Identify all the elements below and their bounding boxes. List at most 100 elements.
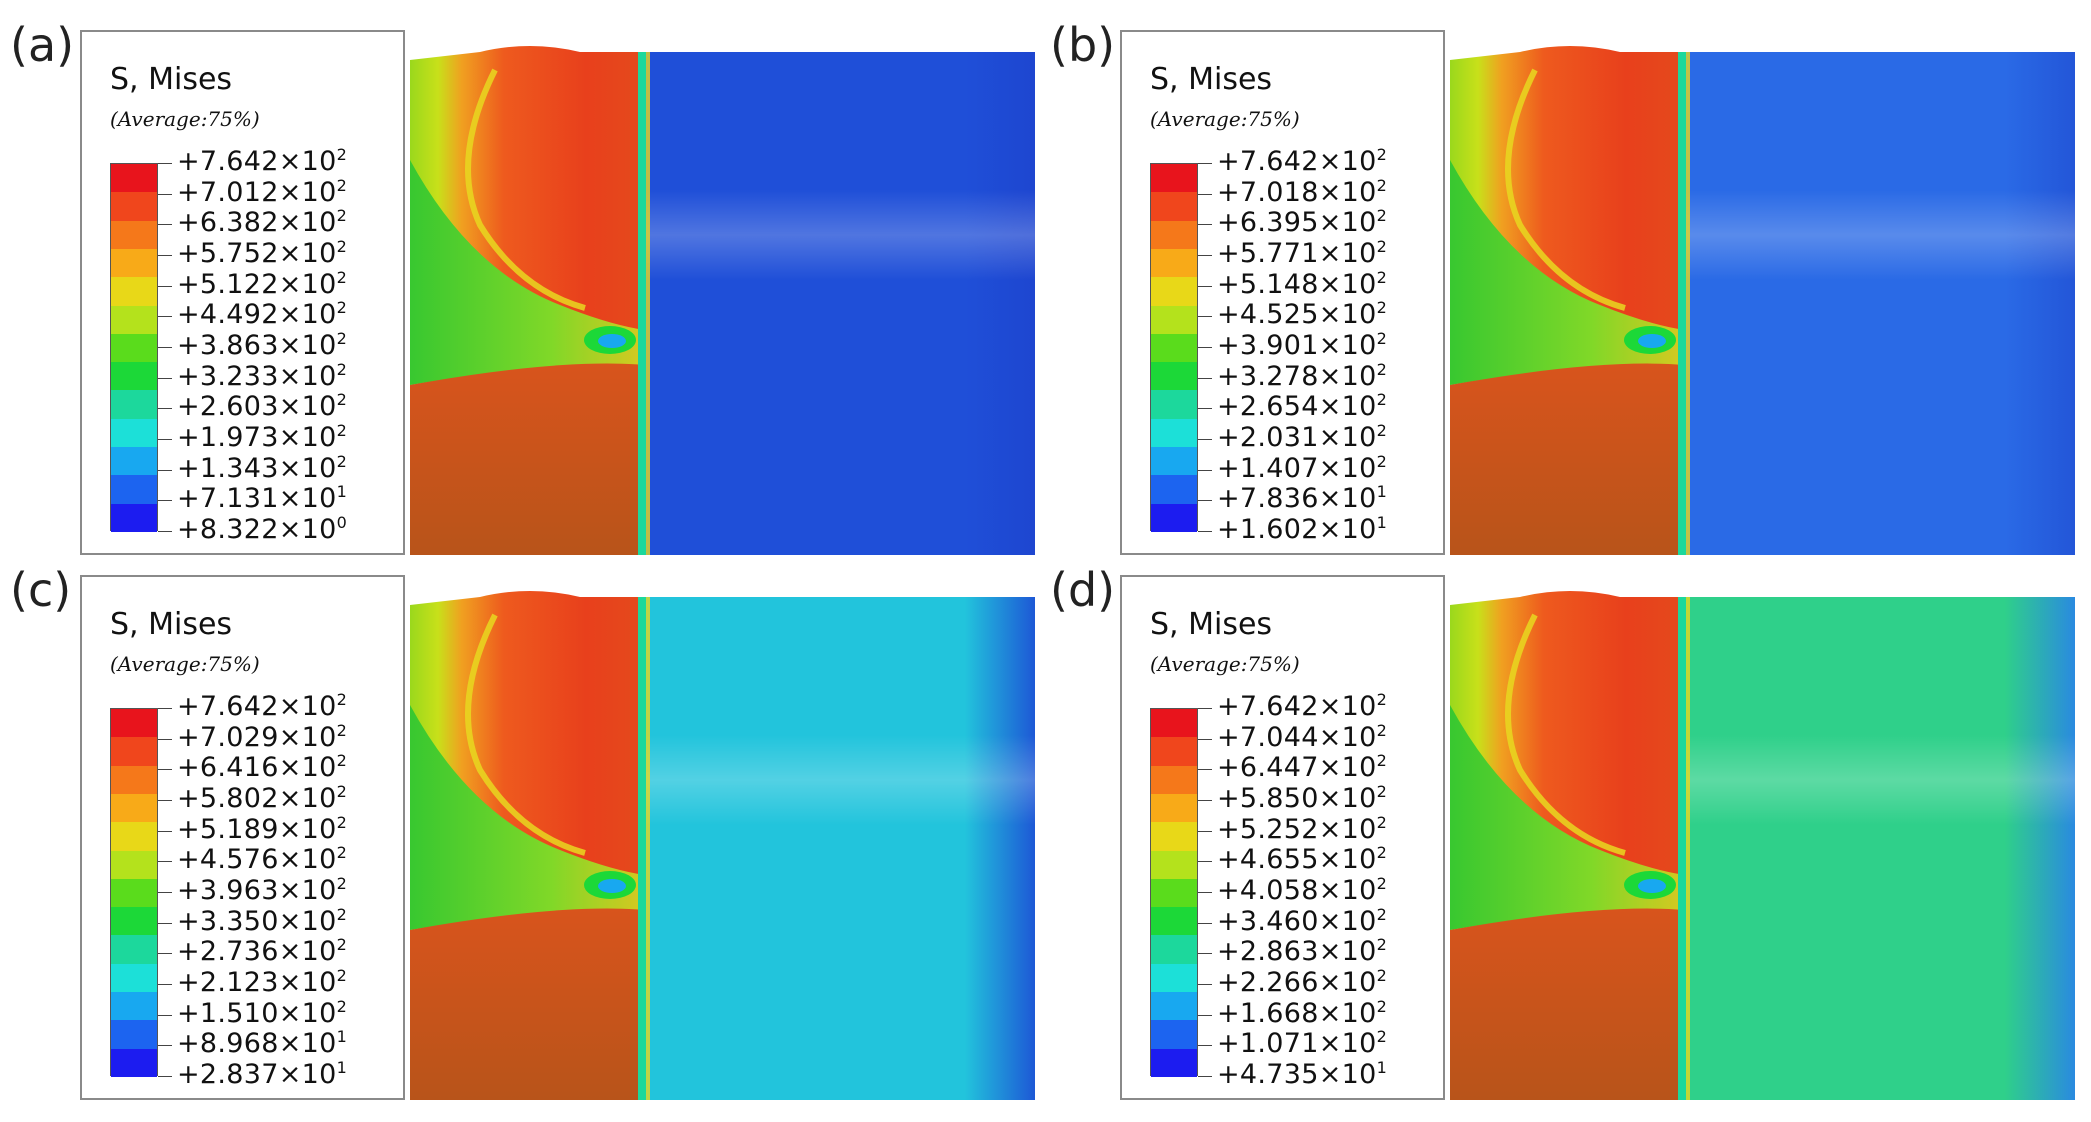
panel-c: (c) S, Mises (Average:75%) +7.642×102 +7.…: [0, 545, 1040, 1105]
legend-value: +6.382×102: [177, 206, 348, 239]
legend-tick: [1198, 738, 1212, 740]
legend-value: +7.012×102: [177, 175, 348, 208]
colorbar-band: [1151, 709, 1197, 738]
legend-tick: [158, 708, 172, 709]
legend-tick: [158, 922, 172, 924]
legend-tick: [1198, 439, 1212, 440]
colorbar-band: [1151, 333, 1197, 363]
legend-tick: [158, 377, 172, 379]
legend-tick: [158, 953, 172, 955]
colorbar: [110, 708, 158, 1078]
legend-tick: [158, 830, 172, 832]
legend-value: +7.131×101: [177, 482, 348, 515]
interface-edge: [1686, 597, 1690, 1100]
legend: S, Mises (Average:75%) +7.642×102 +7.018×…: [1120, 30, 1445, 555]
colorbar-band: [111, 1020, 157, 1050]
legend-value: +5.122×102: [177, 267, 348, 300]
legend-value: +3.460×102: [1217, 904, 1388, 937]
legend-tick: [1198, 316, 1212, 318]
legend-tick: [1198, 500, 1212, 502]
legend-tick: [158, 1076, 172, 1077]
legend-value: +2.736×102: [177, 935, 348, 968]
stress-contour-plot: [1450, 591, 2075, 1100]
legend-value: +4.655×102: [1217, 843, 1388, 876]
legend-value: +2.603×102: [177, 390, 348, 423]
legend-title: S, Mises: [1150, 62, 1273, 97]
legend-value: +2.837×101: [177, 1058, 348, 1090]
colorbar-band: [111, 963, 157, 993]
panel-label: (c): [10, 563, 72, 617]
legend-title: S, Mises: [110, 607, 233, 642]
highlight-band: [1685, 735, 2075, 825]
base-region: [1450, 363, 1685, 555]
colorbar-band: [1151, 992, 1197, 1021]
legend-value: +5.850×102: [1217, 782, 1388, 814]
legend-value: +7.642×102: [177, 145, 348, 177]
notch-core: [1638, 334, 1666, 348]
colorbar-band: [111, 277, 157, 307]
legend-value: +4.492×102: [177, 298, 348, 331]
notch-core: [598, 334, 626, 348]
colorbar-band: [111, 248, 157, 278]
colorbar-band: [1151, 1020, 1197, 1050]
colorbar-band: [1151, 963, 1197, 993]
highlight-band: [645, 190, 1035, 280]
legend-tick: [158, 1014, 172, 1016]
colorbar-band: [111, 935, 157, 965]
panel-label: (a): [10, 18, 75, 72]
legend-tick: [158, 163, 172, 164]
legend-tick: [158, 255, 172, 256]
legend-tick: [1198, 1045, 1212, 1047]
colorbar-band: [1151, 935, 1197, 965]
legend-tick: [1198, 531, 1212, 532]
legend-tick: [158, 439, 172, 440]
colorbar-band: [111, 822, 157, 852]
legend-value: +3.963×102: [177, 874, 348, 906]
legend-tick: [1198, 255, 1212, 256]
legend-tick: [1198, 408, 1212, 410]
colorbar: [110, 163, 158, 533]
legend-tick: [158, 193, 172, 195]
colorbar-band: [111, 362, 157, 391]
panel-a: (a) S, Mises (Average:75%) +7.642×102 +7.…: [0, 0, 1040, 560]
legend-value: +2.123×102: [177, 966, 348, 998]
legend-value: +3.901×102: [1217, 329, 1388, 361]
legend-value: +1.407×102: [1217, 451, 1388, 484]
legend-tick: [158, 769, 172, 771]
colorbar-band: [1151, 164, 1197, 193]
colorbar-band: [1151, 793, 1197, 823]
interface-line: [1678, 52, 1686, 555]
base-region: [410, 908, 645, 1100]
legend-tick: [1198, 861, 1212, 863]
legend-tick: [1198, 285, 1212, 287]
legend-tick: [158, 984, 172, 985]
legend-title: S, Mises: [110, 62, 233, 97]
colorbar-band: [111, 793, 157, 823]
colorbar-band: [1151, 390, 1197, 420]
legend-tick: [158, 469, 172, 471]
legend-tick: [158, 800, 172, 801]
stress-contour-plot: [410, 591, 1035, 1100]
legend-tick: [158, 500, 172, 502]
legend-value: +8.968×101: [177, 1027, 348, 1060]
legend-tick: [1198, 892, 1212, 893]
legend-value: +5.752×102: [177, 237, 348, 269]
colorbar-band: [111, 333, 157, 363]
legend-value: +2.654×102: [1217, 390, 1388, 423]
legend-value: +2.031×102: [1217, 421, 1388, 453]
legend-tick: [1198, 469, 1212, 471]
colorbar-band: [111, 992, 157, 1021]
legend-tick: [1198, 193, 1212, 195]
contour-line: [465, 613, 586, 856]
legend-tick: [158, 316, 172, 318]
legend: S, Mises (Average:75%) +7.642×102 +7.012×…: [80, 30, 405, 555]
legend-value: +7.018×102: [1217, 175, 1388, 208]
colorbar-band: [1151, 305, 1197, 335]
legend-value: +7.836×101: [1217, 482, 1388, 515]
legend-tick: [1198, 1014, 1212, 1016]
interface-line: [638, 597, 646, 1100]
plate-region: [645, 52, 1035, 555]
legend-tick: [1198, 800, 1212, 801]
legend-tick: [1198, 984, 1212, 985]
notch-core: [1638, 879, 1666, 893]
